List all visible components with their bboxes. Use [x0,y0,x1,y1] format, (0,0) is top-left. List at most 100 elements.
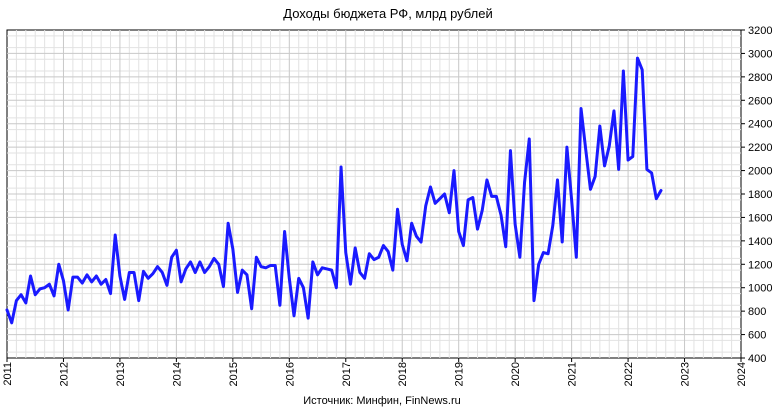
data-point [105,278,107,281]
data-point [617,168,620,171]
data-point [302,286,305,289]
x-tick-label: 2013 [115,362,127,386]
y-tick-label: 1200 [748,259,772,271]
x-tick-label: 2020 [510,362,522,386]
data-point [410,222,413,225]
data-point [170,256,173,259]
data-point [260,265,262,268]
x-tick-label: 2016 [284,362,296,386]
data-point [95,275,98,277]
data-point [208,265,211,268]
data-point [359,271,361,274]
data-point [424,204,427,207]
data-point [34,293,37,296]
data-point [537,263,540,266]
data-point [509,149,512,152]
data-point [514,223,516,226]
data-point [274,264,276,267]
x-axis-ticks: 2011 2012 2013 2014 2015 2016 2017 2018 2019 2020… [2,358,748,386]
data-point [594,175,596,178]
data-point [519,256,521,259]
data-point [335,286,338,289]
data-point [62,279,65,282]
data-point [330,269,333,271]
data-point [283,230,286,233]
x-tick-label: 2011 [2,362,14,386]
data-point [161,271,164,274]
y-tick-label: 600 [748,330,766,342]
y-tick-label: 2200 [748,142,772,154]
data-point [236,291,239,294]
data-point [613,110,615,112]
data-point [486,179,488,181]
major-gridlines [7,30,741,358]
data-point [340,166,342,168]
data-point [377,256,380,259]
data-point [420,241,422,243]
data-point [382,244,385,247]
data-point [264,267,267,269]
y-tick-label: 2400 [748,119,772,131]
data-point [29,275,32,277]
data-point [123,298,126,301]
data-point [641,69,643,71]
data-point [603,165,606,167]
x-tick-label: 2015 [228,362,240,386]
data-point [222,285,225,288]
data-point [81,282,84,284]
data-point [344,251,347,254]
data-point [556,179,559,181]
x-tick-label: 2022 [623,362,635,386]
data-point [636,57,639,59]
data-point [439,197,441,200]
data-point [269,264,272,267]
y-tick-label: 3000 [748,48,772,60]
data-point [472,196,474,199]
chart-title: Доходы бюджета РФ, млрд рублей [283,6,492,21]
data-point [415,235,418,237]
data-point [584,148,587,151]
x-tick-label: 2021 [567,362,579,386]
data-point [655,197,658,200]
data-point [434,202,436,205]
data-point [48,283,51,286]
data-point [429,186,432,188]
data-point [646,168,648,171]
data-point [72,276,74,278]
data-point [504,245,507,248]
data-point [631,155,634,158]
y-tick-label: 2600 [748,95,772,107]
data-point [523,181,526,184]
data-point [232,248,234,250]
data-point [142,270,145,273]
data-point [246,274,248,276]
data-point [599,125,601,127]
data-point [15,299,18,302]
y-tick-label: 1400 [748,236,772,248]
data-point [213,257,215,260]
data-point [241,269,244,271]
data-point [100,283,102,286]
data-point [500,214,502,216]
data-point [199,261,201,263]
data-point [627,159,629,161]
data-point [137,299,140,302]
y-tick-label: 2800 [748,72,772,84]
data-point [321,267,324,269]
data-point [156,265,159,268]
data-point [114,234,117,236]
data-point [528,138,531,140]
data-point [326,268,328,270]
data-point [570,199,573,201]
data-point [368,252,371,255]
data-point [189,261,192,263]
y-tick-label: 2000 [748,166,772,178]
data-point [152,272,154,275]
data-point [481,209,484,212]
data-point [20,293,22,296]
data-point [547,252,549,255]
data-point [39,288,41,290]
x-tick-label: 2017 [341,362,353,386]
y-tick-label: 1600 [748,212,772,224]
